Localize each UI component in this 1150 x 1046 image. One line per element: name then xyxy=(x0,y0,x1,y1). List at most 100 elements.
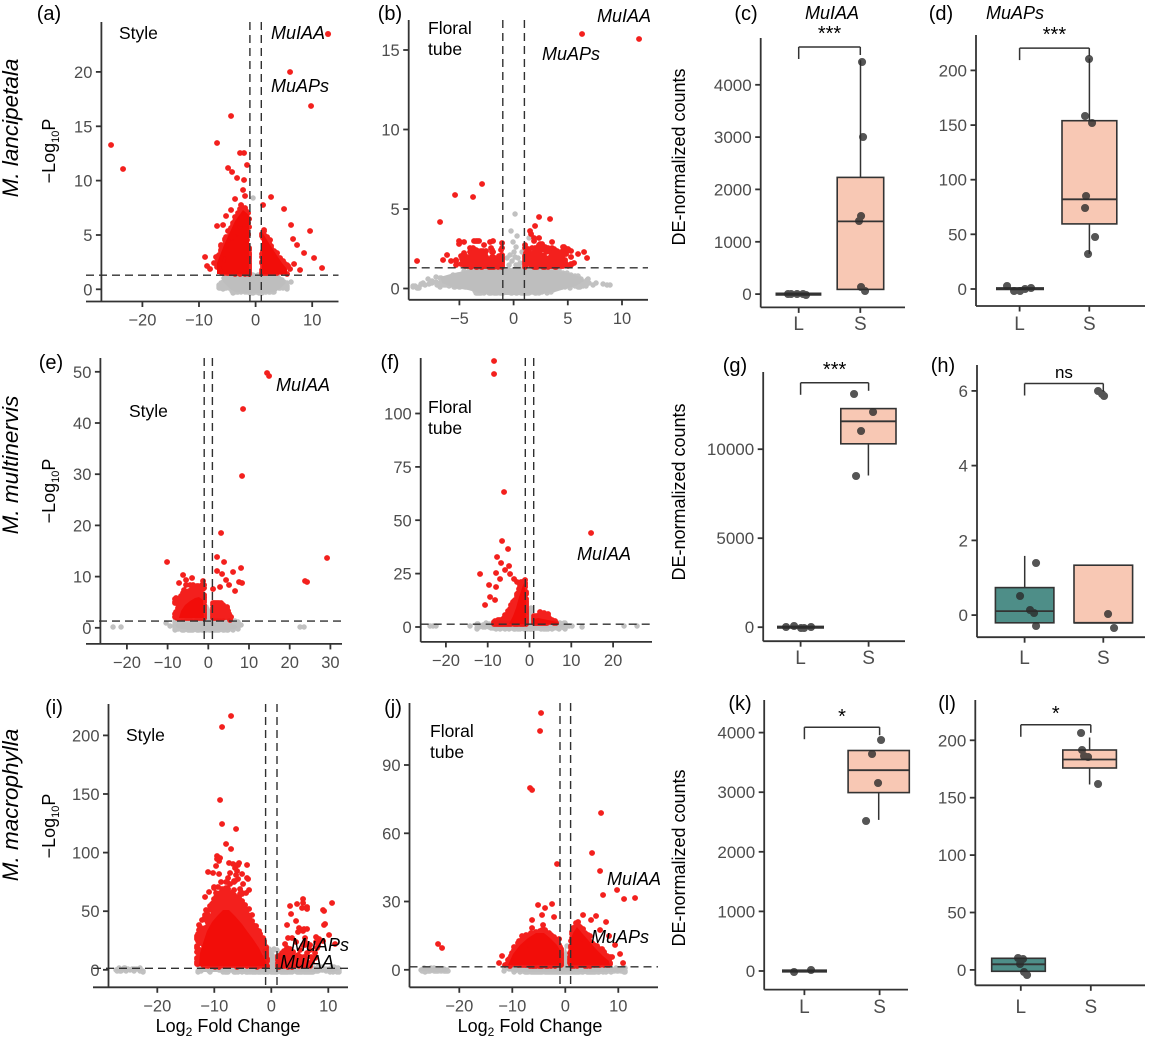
svg-text:1000: 1000 xyxy=(717,902,755,921)
svg-text:S: S xyxy=(862,648,875,669)
svg-text:75: 75 xyxy=(393,459,411,477)
svg-text:30: 30 xyxy=(73,466,91,484)
svg-text:(h): (h) xyxy=(931,355,955,377)
svg-text:10: 10 xyxy=(381,122,399,140)
svg-text:30: 30 xyxy=(321,654,339,672)
svg-text:20: 20 xyxy=(281,654,299,672)
svg-text:2: 2 xyxy=(959,531,968,550)
svg-text:50: 50 xyxy=(948,225,967,244)
svg-text:3000: 3000 xyxy=(714,128,752,147)
svg-text:100: 100 xyxy=(939,171,967,190)
svg-text:L: L xyxy=(793,314,804,335)
svg-text:S: S xyxy=(873,997,886,1018)
svg-text:0: 0 xyxy=(959,606,968,625)
svg-text:Floral: Floral xyxy=(430,721,474,741)
svg-text:***: *** xyxy=(823,359,847,381)
svg-text:0: 0 xyxy=(957,961,966,980)
svg-text:10: 10 xyxy=(609,997,627,1015)
svg-text:(l): (l) xyxy=(938,693,956,715)
svg-text:(i): (i) xyxy=(45,697,63,719)
svg-text:S: S xyxy=(1097,648,1110,669)
svg-text:0: 0 xyxy=(525,652,534,670)
svg-text:−20: −20 xyxy=(445,997,473,1015)
svg-text:25: 25 xyxy=(393,566,411,584)
svg-text:40: 40 xyxy=(73,415,91,433)
svg-text:−20: −20 xyxy=(143,997,171,1015)
svg-text:−10: −10 xyxy=(200,997,228,1015)
svg-text:15: 15 xyxy=(381,42,399,60)
svg-text:−Log10P: −Log10P xyxy=(39,119,62,184)
svg-text:−Log10P: −Log10P xyxy=(39,459,62,524)
svg-text:Floral: Floral xyxy=(428,18,472,38)
svg-text:(a): (a) xyxy=(37,3,61,25)
svg-text:5: 5 xyxy=(391,201,400,219)
svg-text:0: 0 xyxy=(391,962,400,980)
svg-text:−20: −20 xyxy=(128,312,156,330)
svg-text:−20: −20 xyxy=(432,652,460,670)
svg-text:20: 20 xyxy=(74,64,92,82)
svg-text:MuIAA: MuIAA xyxy=(577,544,631,564)
svg-text:0: 0 xyxy=(90,962,99,980)
svg-text:200: 200 xyxy=(939,61,967,80)
svg-text:*: * xyxy=(838,706,846,728)
svg-text:(d): (d) xyxy=(929,3,953,25)
svg-text:(k): (k) xyxy=(728,693,751,715)
svg-text:50: 50 xyxy=(81,903,99,921)
svg-text:L: L xyxy=(1014,314,1025,335)
svg-text:S: S xyxy=(854,314,867,335)
svg-text:tube: tube xyxy=(428,418,462,438)
svg-text:DE-normalized counts: DE-normalized counts xyxy=(669,769,689,946)
svg-text:***: *** xyxy=(818,23,842,45)
svg-text:50: 50 xyxy=(393,512,411,530)
svg-text:0: 0 xyxy=(742,285,751,304)
svg-text:L: L xyxy=(1019,648,1030,669)
svg-text:10: 10 xyxy=(319,997,337,1015)
svg-text:Floral: Floral xyxy=(428,397,472,417)
svg-text:100: 100 xyxy=(938,846,966,865)
svg-text:5: 5 xyxy=(83,227,92,245)
svg-text:(f): (f) xyxy=(381,352,400,374)
svg-text:0: 0 xyxy=(509,310,518,328)
svg-text:DE-normalized counts: DE-normalized counts xyxy=(669,403,689,580)
svg-text:−10: −10 xyxy=(498,997,526,1015)
svg-text:5000: 5000 xyxy=(716,529,754,548)
svg-text:L: L xyxy=(795,648,806,669)
svg-text:Style: Style xyxy=(129,401,168,421)
svg-text:−10: −10 xyxy=(474,652,502,670)
svg-text:MuIAA: MuIAA xyxy=(597,6,651,26)
svg-text:4000: 4000 xyxy=(717,724,755,743)
svg-text:10: 10 xyxy=(303,312,321,330)
svg-text:0: 0 xyxy=(403,619,412,637)
svg-text:MuAPs: MuAPs xyxy=(986,3,1044,23)
svg-text:0: 0 xyxy=(204,654,213,672)
svg-text:M. macrophylla: M. macrophylla xyxy=(0,729,23,882)
svg-text:Style: Style xyxy=(119,23,158,43)
svg-text:10: 10 xyxy=(74,173,92,191)
svg-text:20: 20 xyxy=(73,517,91,535)
svg-text:6: 6 xyxy=(959,382,968,401)
svg-text:10: 10 xyxy=(240,654,258,672)
svg-text:*: * xyxy=(1052,703,1060,725)
svg-text:0: 0 xyxy=(82,620,91,638)
svg-text:−5: −5 xyxy=(450,310,469,328)
svg-text:10000: 10000 xyxy=(707,440,754,459)
svg-text:Style: Style xyxy=(126,725,165,745)
svg-text:MuIAA: MuIAA xyxy=(607,869,661,889)
svg-text:−20: −20 xyxy=(113,654,141,672)
svg-text:0: 0 xyxy=(746,962,755,981)
svg-text:M. lancipetala: M. lancipetala xyxy=(0,59,23,198)
svg-text:MuIAA: MuIAA xyxy=(280,952,334,972)
svg-text:90: 90 xyxy=(382,757,400,775)
svg-text:2000: 2000 xyxy=(714,180,752,199)
svg-text:0: 0 xyxy=(83,281,92,299)
svg-text:−Log10P: −Log10P xyxy=(39,794,62,859)
svg-text:0: 0 xyxy=(267,997,276,1015)
svg-text:***: *** xyxy=(1043,24,1067,46)
svg-text:(b): (b) xyxy=(378,3,402,25)
svg-text:Log2 Fold Change: Log2 Fold Change xyxy=(156,1016,301,1039)
svg-text:0: 0 xyxy=(251,312,260,330)
svg-text:150: 150 xyxy=(939,116,967,135)
svg-text:200: 200 xyxy=(938,731,966,750)
svg-text:(j): (j) xyxy=(384,697,402,719)
svg-text:L: L xyxy=(799,997,810,1018)
